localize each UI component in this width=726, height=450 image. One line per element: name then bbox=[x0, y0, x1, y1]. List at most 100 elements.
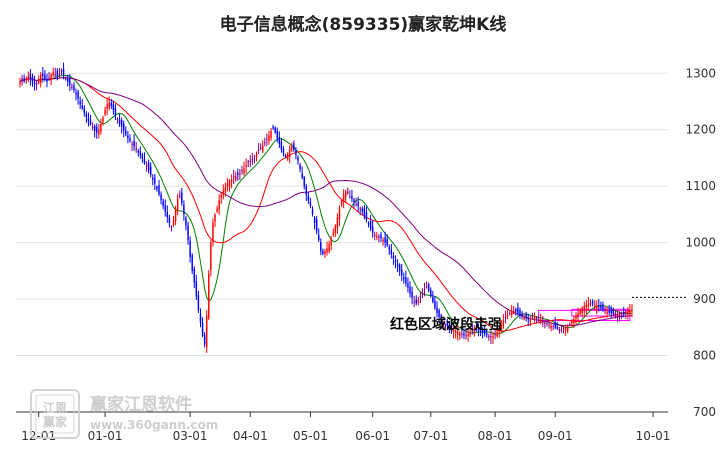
candle-body bbox=[303, 177, 305, 187]
candle-body bbox=[66, 77, 69, 82]
candle-body bbox=[120, 120, 123, 127]
candle-body bbox=[37, 78, 40, 84]
candle-body bbox=[110, 102, 113, 107]
candle-body bbox=[315, 219, 318, 232]
candle-body bbox=[29, 73, 32, 79]
candle-body bbox=[477, 327, 480, 331]
candle-body bbox=[81, 105, 83, 109]
candle-body bbox=[83, 107, 86, 113]
candle-body bbox=[515, 309, 517, 312]
candle-body bbox=[425, 286, 428, 288]
candle-body bbox=[398, 264, 401, 271]
candle-body bbox=[44, 75, 46, 79]
candle-body bbox=[176, 198, 179, 211]
candle-body bbox=[33, 81, 36, 85]
candle-body bbox=[93, 125, 96, 131]
candle-body bbox=[139, 151, 142, 156]
candle-body bbox=[25, 77, 27, 81]
candle-body bbox=[114, 108, 117, 116]
candle-body bbox=[243, 168, 245, 174]
candle-body bbox=[195, 281, 198, 297]
candle-body bbox=[421, 292, 424, 294]
candle-body bbox=[583, 305, 586, 311]
candle-body bbox=[249, 160, 252, 162]
candle-body bbox=[604, 309, 606, 311]
candle-body bbox=[284, 154, 287, 157]
ma-line-60 bbox=[19, 77, 633, 327]
candle-body bbox=[488, 336, 490, 338]
candle-body bbox=[585, 304, 588, 308]
candle-body bbox=[268, 135, 270, 142]
candle-body bbox=[382, 239, 384, 242]
candle-body bbox=[199, 313, 202, 323]
candle-body bbox=[629, 310, 631, 314]
candle-body bbox=[544, 322, 546, 324]
candle-body bbox=[510, 311, 513, 316]
candle-body bbox=[438, 309, 440, 318]
candle-body bbox=[390, 249, 393, 254]
candle-body bbox=[170, 226, 173, 228]
y-tick-label: 700 bbox=[693, 405, 716, 419]
candle-body bbox=[181, 192, 183, 204]
candle-body bbox=[403, 277, 405, 280]
candle-body bbox=[226, 183, 229, 187]
candle-body bbox=[457, 331, 459, 335]
candle-body bbox=[400, 269, 403, 276]
candle-body bbox=[554, 322, 556, 328]
candle-body bbox=[280, 141, 283, 150]
candle-body bbox=[299, 164, 301, 170]
candle-body bbox=[42, 73, 44, 77]
candle-body bbox=[440, 315, 442, 321]
candle-body bbox=[413, 301, 415, 303]
candle-body bbox=[27, 76, 30, 80]
candle-body bbox=[546, 323, 548, 325]
candle-body bbox=[411, 291, 413, 298]
candle-body bbox=[521, 313, 523, 317]
candle-body bbox=[189, 240, 191, 257]
candle-body bbox=[371, 226, 374, 233]
candle-body bbox=[320, 242, 322, 252]
candle-body bbox=[222, 190, 225, 195]
candle-body bbox=[357, 202, 359, 206]
candle-body bbox=[349, 196, 351, 198]
candle-body bbox=[309, 201, 312, 206]
candle-body bbox=[631, 309, 633, 311]
x-tick-label: 08-01 bbox=[478, 429, 513, 443]
candle-body bbox=[212, 222, 214, 242]
candle-body bbox=[56, 70, 59, 77]
annotation-label: 红色区域波段走强 bbox=[390, 316, 502, 333]
candle-body bbox=[58, 73, 61, 75]
x-tick-label: 05-01 bbox=[293, 429, 328, 443]
candle-body bbox=[591, 300, 594, 304]
candle-body bbox=[347, 191, 349, 193]
candle-body bbox=[564, 328, 567, 331]
candle-body bbox=[154, 177, 156, 184]
watermark-seal: 江恩 赢家 bbox=[30, 389, 80, 439]
candle-body bbox=[552, 326, 554, 328]
candle-body bbox=[112, 103, 115, 110]
candle-body bbox=[272, 126, 274, 129]
candle-body bbox=[35, 83, 38, 85]
candle-body bbox=[374, 234, 376, 236]
candle-body bbox=[208, 273, 210, 318]
watermark-url: www.360gann.com bbox=[90, 418, 218, 432]
candle-body bbox=[378, 236, 380, 238]
candle-body bbox=[616, 314, 619, 316]
candle-body bbox=[560, 330, 563, 332]
candle-body bbox=[245, 164, 247, 167]
y-tick-label: 800 bbox=[693, 349, 716, 363]
candle-body bbox=[141, 154, 144, 160]
y-tick-label: 1200 bbox=[685, 123, 716, 137]
candle-body bbox=[614, 313, 617, 315]
candle-body bbox=[434, 300, 436, 308]
candle-body bbox=[135, 148, 137, 150]
candle-body bbox=[454, 331, 457, 334]
candle-body bbox=[172, 220, 175, 226]
candle-body bbox=[64, 78, 67, 80]
candle-body bbox=[353, 199, 355, 202]
candle-body bbox=[556, 326, 559, 329]
watermark: 江恩 赢家 赢家江恩软件 www.360gann.com bbox=[30, 389, 218, 439]
candle-body bbox=[237, 172, 239, 175]
candle-body bbox=[69, 78, 71, 85]
